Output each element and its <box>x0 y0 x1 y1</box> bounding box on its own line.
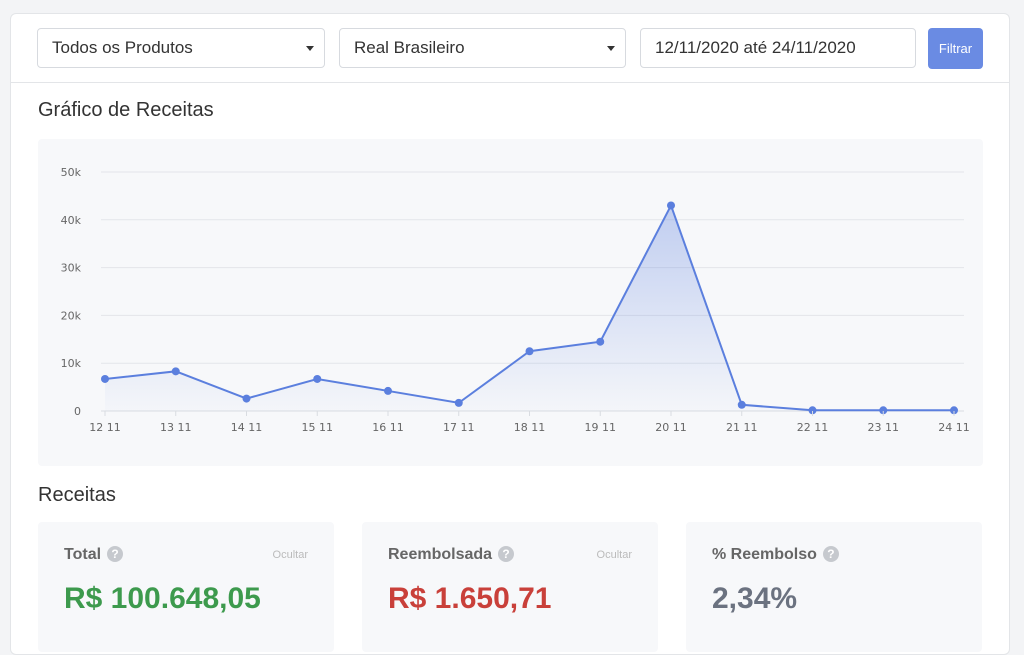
total-card: Total? Ocultar R$ 100.648,05 <box>38 522 334 652</box>
y-tick-label: 0 <box>74 405 81 418</box>
caret-down-icon <box>607 46 615 51</box>
hide-refunded-link[interactable]: Ocultar <box>596 549 632 561</box>
x-tick-label: 16 11 <box>372 421 404 434</box>
x-tick-label: 19 11 <box>585 421 617 434</box>
data-point <box>737 400 746 409</box>
total-label: Total? <box>64 546 124 564</box>
refunded-card: Reembolsada? Ocultar R$ 1.650,71 <box>362 522 658 652</box>
product-select-value: Todos os Produtos <box>52 38 193 57</box>
data-point <box>808 406 817 415</box>
data-point <box>525 347 534 356</box>
help-icon[interactable]: ? <box>822 546 839 562</box>
filter-button[interactable]: Filtrar <box>928 28 983 69</box>
x-tick-label: 12 11 <box>89 421 121 434</box>
data-point <box>242 394 251 403</box>
y-tick-label: 40k <box>61 214 82 227</box>
y-tick-label: 10k <box>61 357 82 370</box>
revenue-chart: 12 11 13 11 14 11 15 11 16 11 17 11 18 11 19 11… <box>38 139 983 466</box>
help-icon[interactable]: ? <box>498 546 515 562</box>
refund-percent-value: 2,34% <box>712 582 798 615</box>
x-tick-label: 21 11 <box>726 421 758 434</box>
data-point <box>667 201 675 210</box>
refund-percent-card: % Reembolso? 2,34% <box>686 522 982 652</box>
x-tick-label: 17 11 <box>443 421 475 434</box>
x-tick-label: 14 11 <box>231 421 263 434</box>
help-icon[interactable]: ? <box>107 546 124 562</box>
refunded-value: R$ 1.650,71 <box>388 582 552 615</box>
date-range-input[interactable]: 12/11/2020 até 24/11/2020 <box>640 28 916 68</box>
y-tick-label: 50k <box>61 166 82 179</box>
x-tick-label: 22 11 <box>797 421 829 434</box>
data-point <box>171 367 180 376</box>
total-value: R$ 100.648,05 <box>64 582 261 615</box>
x-tick-label: 15 11 <box>302 421 334 434</box>
filter-bar: Todos os Produtos Real Brasileiro 12/11/… <box>11 14 1009 83</box>
refund-percent-label: % Reembolso? <box>712 546 839 564</box>
hide-total-link[interactable]: Ocultar <box>272 549 308 561</box>
caret-down-icon <box>306 46 314 51</box>
data-point <box>596 337 605 346</box>
revenue-panel: Todos os Produtos Real Brasileiro 12/11/… <box>10 13 1010 655</box>
revenue-chart-svg: 12 11 13 11 14 11 15 11 16 11 17 11 18 11 19 11… <box>61 166 970 434</box>
data-point <box>879 406 888 415</box>
x-tick-label: 20 11 <box>655 421 687 434</box>
data-point <box>313 374 322 383</box>
currency-select-value: Real Brasileiro <box>354 38 465 57</box>
data-point <box>384 386 392 395</box>
refunded-label: Reembolsada? <box>388 546 515 564</box>
series-area <box>105 205 954 411</box>
date-range-value: 12/11/2020 até 24/11/2020 <box>655 38 856 57</box>
x-tick-label: 24 11 <box>938 421 970 434</box>
data-point <box>101 374 109 383</box>
revenue-section-title: Receitas <box>38 484 116 506</box>
chart-title: Gráfico de Receitas <box>38 99 214 121</box>
x-tick-label: 13 11 <box>160 421 192 434</box>
y-tick-label: 20k <box>61 309 82 322</box>
x-tick-label: 23 11 <box>868 421 900 434</box>
data-point <box>950 406 958 415</box>
data-point <box>454 398 463 407</box>
product-select[interactable]: Todos os Produtos <box>37 28 325 68</box>
x-tick-label: 18 11 <box>514 421 546 434</box>
y-tick-label: 30k <box>61 262 82 275</box>
currency-select[interactable]: Real Brasileiro <box>339 28 626 68</box>
